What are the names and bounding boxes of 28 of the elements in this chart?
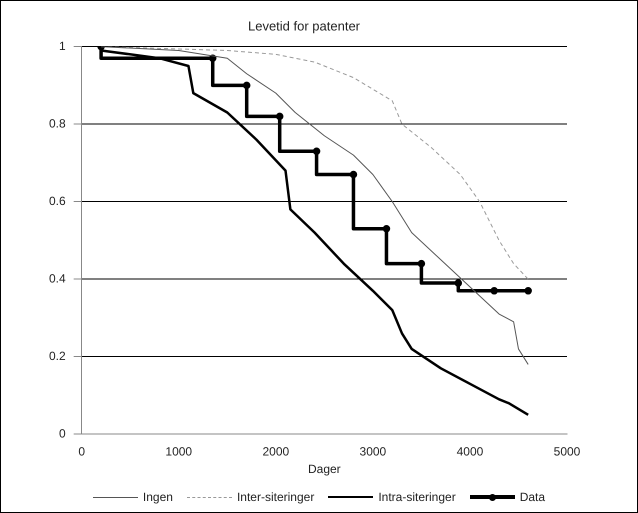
y-tick-label: 0.2: [48, 348, 66, 363]
point: [524, 287, 532, 295]
x-tick-label: 0: [78, 444, 86, 459]
x-tick-label: 5000: [554, 444, 581, 459]
chart-title: Levetid for patenter: [248, 18, 361, 34]
y-tick-label: 0.8: [48, 116, 66, 130]
point: [418, 260, 426, 268]
point: [350, 170, 358, 178]
point: [454, 279, 462, 287]
point: [382, 225, 390, 233]
point: [276, 112, 284, 120]
x-tick-label: 1000: [165, 444, 192, 459]
legend-label: Ingen: [142, 490, 173, 504]
x-tick-label: 4000: [456, 444, 484, 459]
point: [490, 287, 498, 295]
point: [208, 54, 216, 62]
point: [312, 148, 320, 155]
y-tick-label: 1: [58, 38, 66, 53]
legend-label: Intra-siteringer: [378, 490, 456, 504]
y-tick-label: 0.4: [48, 271, 66, 286]
x-tick-label: 3000: [360, 444, 387, 459]
legend-label: Data: [520, 490, 546, 504]
y-tick-label: 0: [58, 426, 66, 441]
legend-label: Inter-siteringer: [236, 490, 314, 504]
x-tick-label: 2000: [262, 444, 290, 459]
point: [242, 82, 250, 90]
y-tick-label: 0.6: [48, 194, 66, 208]
x-axis-title: Dager: [308, 462, 341, 476]
